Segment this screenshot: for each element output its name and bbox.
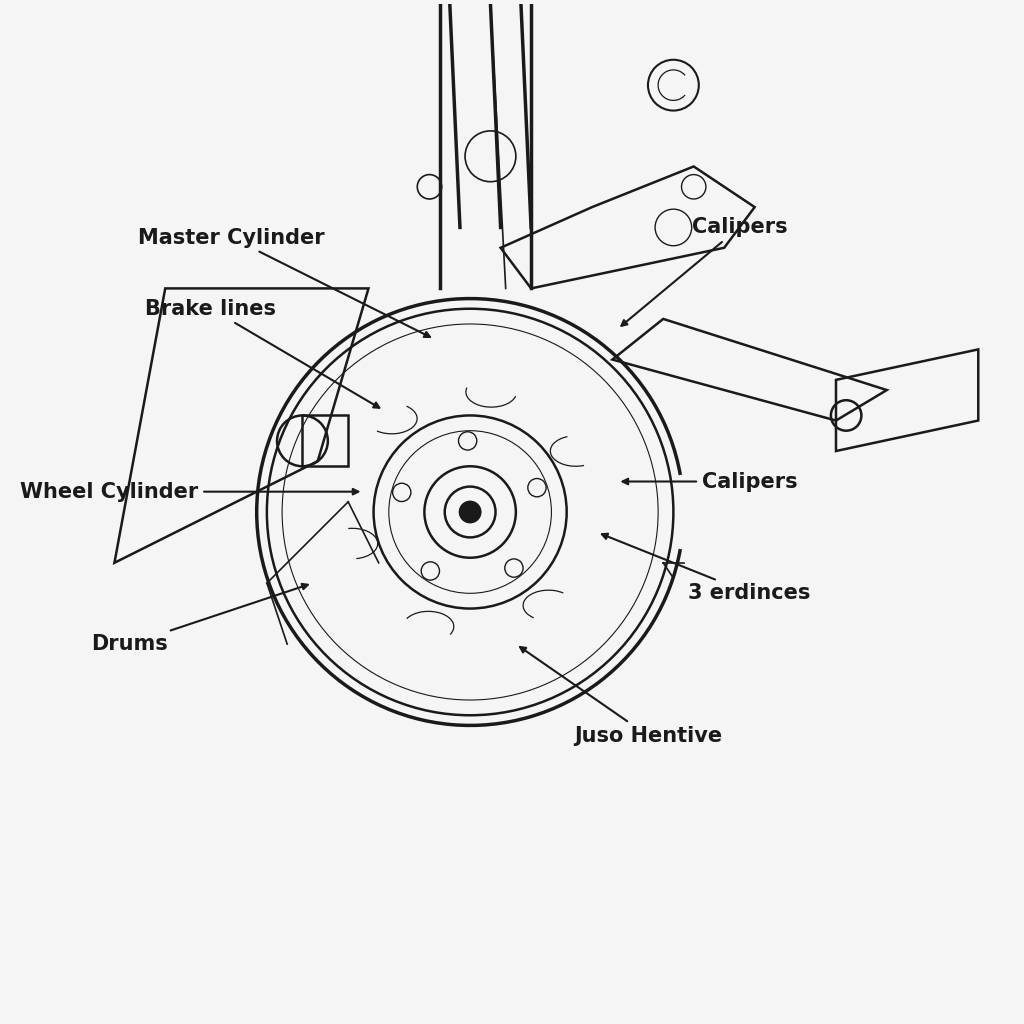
Text: Calipers: Calipers [623,471,798,492]
Circle shape [460,502,480,522]
Text: Drums: Drums [91,584,308,654]
Text: Calipers: Calipers [622,217,787,326]
Text: Brake lines: Brake lines [145,299,379,408]
Text: 3 erdinces: 3 erdinces [602,534,811,603]
Text: Master Cylinder: Master Cylinder [138,227,430,337]
Text: Juso Hentive: Juso Hentive [520,647,722,745]
Text: Wheel Cylinder: Wheel Cylinder [20,481,358,502]
